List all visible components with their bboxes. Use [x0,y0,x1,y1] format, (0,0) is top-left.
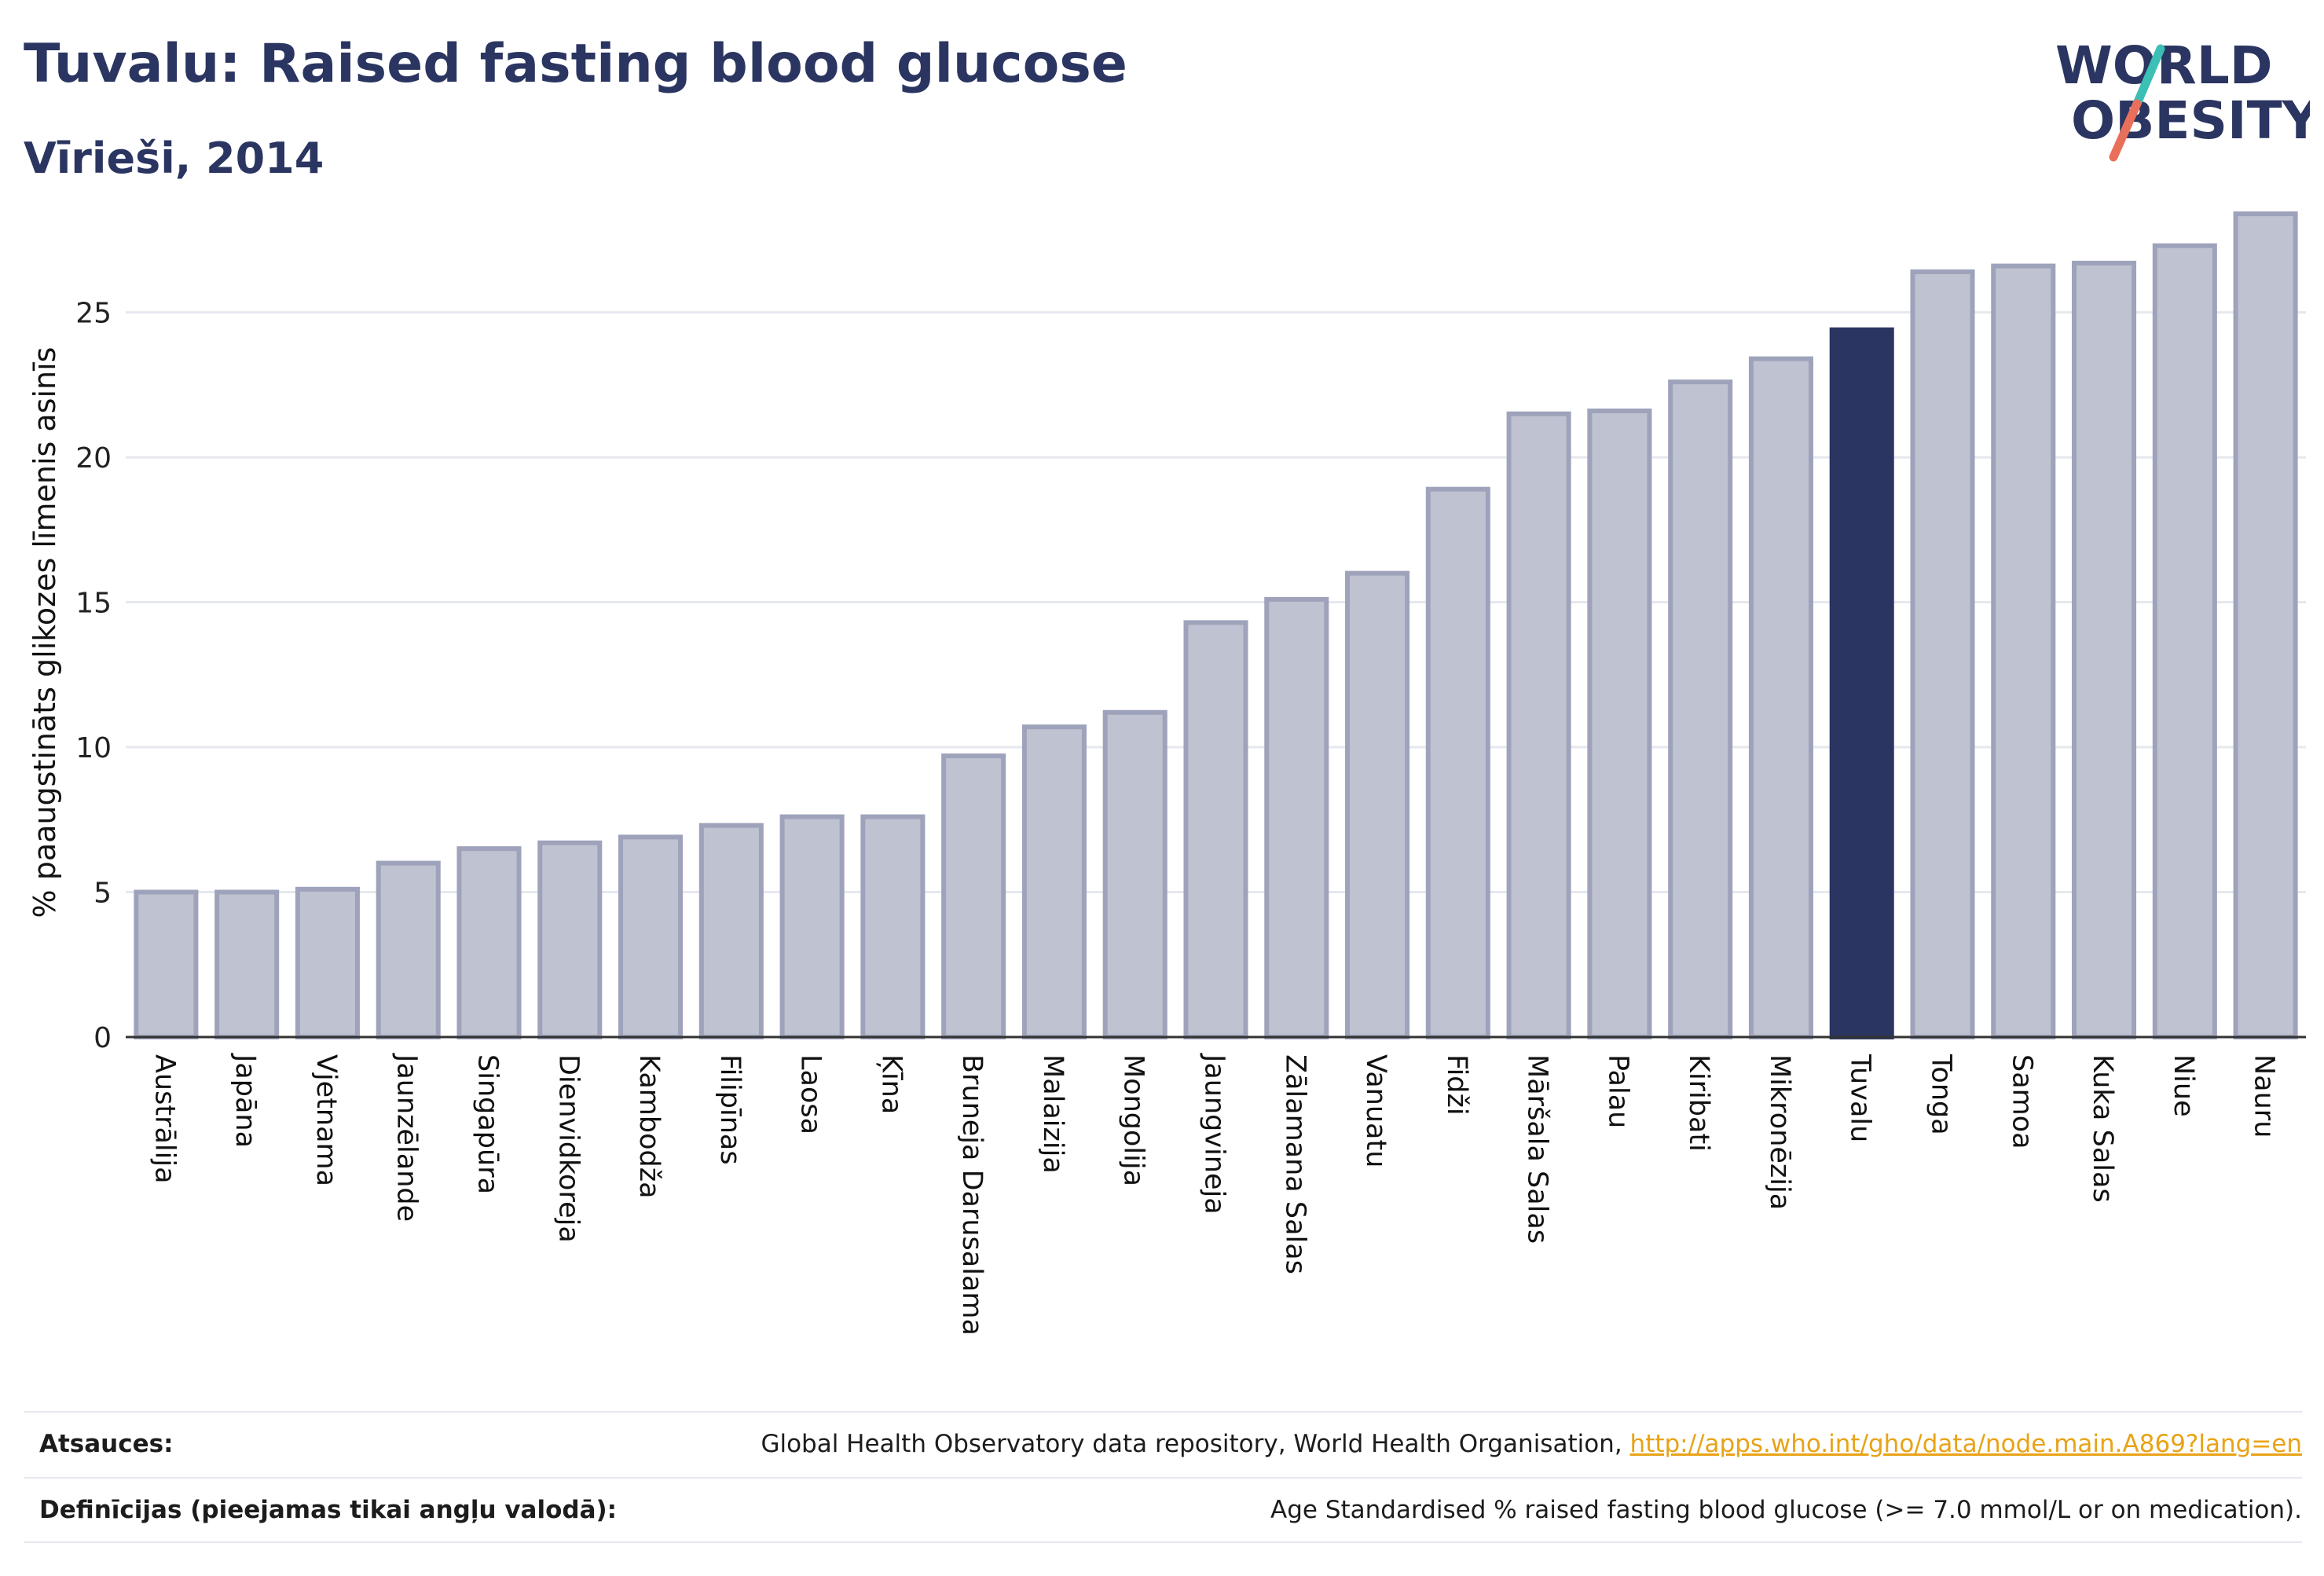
bar-16 [1425,486,1490,1039]
footer-divider-top [24,1411,2302,1413]
sources-text: Global Health Observatory data repositor… [761,1430,1630,1458]
bar-17 [1506,411,1571,1039]
bar-4 [456,846,522,1039]
x-tick-label-10: Bruneja Darusalama [956,1054,988,1336]
bar-9 [860,814,926,1039]
x-tick-label-25: Niue [2168,1054,2199,1117]
y-tick-label-0: 0 [93,1022,112,1054]
y-tick-label-2: 10 [75,732,112,764]
bar-25 [2152,243,2217,1040]
bar-10 [941,753,1006,1039]
bar-11 [1021,724,1087,1039]
x-tick-label-7: Filipīnas [714,1054,746,1165]
x-tick-label-4: Singapūra [472,1054,504,1194]
bar-20 [1748,356,1813,1040]
logo-line-1: WORLD [2055,35,2273,96]
x-tick-label-17: Māršala Salas [1522,1054,1553,1244]
footer-definitions-row: Definīcijas (pieejamas tikai angļu valod… [24,1496,2302,1530]
x-tick-label-6: Kambodža [633,1054,665,1199]
chart-title: Tuvalu: Raised fasting blood glucose [24,33,1127,95]
bar-13 [1183,620,1248,1039]
x-tick-labels: Austrālija Japāna Vjetnama Jaunzēlande Singa… [148,1053,2279,1336]
x-tick-label-9: Ķīna [875,1054,907,1114]
bar-8 [779,814,845,1039]
bar-18 [1587,409,1652,1039]
footer-divider-middle [24,1477,2302,1479]
x-tick-label-5: Dienvidkoreja [552,1054,584,1243]
x-tick-label-8: Laosa [795,1054,827,1134]
x-tick-label-2: Vjetnama [310,1054,342,1186]
bar-15 [1345,570,1410,1039]
bar-7 [698,823,764,1039]
x-tick-label-3: Jaunzēlande [391,1053,423,1222]
bars [134,211,2298,1040]
chart-subtitle: Vīrieši, 2014 [24,134,324,183]
x-tick-label-0: Austrālija [148,1054,180,1184]
sources-label: Atsauces: [39,1430,174,1458]
footer-sources-row: Atsauces: Global Health Observatory data… [24,1430,2302,1464]
x-tick-label-18: Palau [1602,1054,1633,1128]
bar-23 [1991,263,2056,1040]
bar-2 [295,886,360,1040]
x-tick-label-23: Samoa [2006,1054,2037,1149]
logo-slash-teal [2132,44,2165,108]
x-tick-label-24: Kuka Salas [2087,1054,2118,1203]
definitions-label: Definīcijas (pieejamas tikai angļu valod… [39,1496,618,1524]
bar-21 [1829,327,1894,1040]
x-tick-label-1: Japāna [229,1053,261,1148]
y-tick-label-5: 25 [75,298,112,330]
x-tick-label-12: Mongolija [1118,1054,1149,1186]
y-tick-label-3: 15 [75,588,112,620]
sources-link[interactable]: http://apps.who.int/gho/data/node.main.A… [1629,1430,2302,1458]
definitions-value: Age Standardised % raised fasting blood … [1270,1496,2302,1524]
bar-24 [2072,260,2137,1039]
x-tick-label-11: Malaizija [1037,1054,1069,1174]
bar-chart: 0 5 10 15 20 25 Austrālija Japāna Vjetnama Jaunz… [27,211,2306,1336]
bar-12 [1102,709,1167,1039]
logo-slash-coral [2109,99,2142,162]
x-tick-label-13: Jaungvineja [1199,1053,1230,1215]
logo-line-2: OBESITY [2071,90,2310,151]
x-tick-label-22: Tonga [1926,1054,1957,1135]
x-tick-label-26: Nauru [2249,1054,2280,1138]
x-tick-label-16: Fidži [1441,1054,1472,1116]
x-tick-label-21: Tuvalu [1845,1054,1876,1142]
bar-26 [2233,211,2298,1039]
bar-3 [376,860,441,1040]
x-tick-label-19: Kiribati [1683,1054,1714,1152]
bar-1 [214,889,280,1039]
y-tick-labels: 0 5 10 15 20 25 [75,298,112,1054]
footer-divider-bottom [24,1541,2302,1543]
y-tick-label-4: 20 [75,442,112,475]
sources-value: Global Health Observatory data repositor… [761,1430,2302,1458]
bar-5 [537,840,603,1039]
y-axis-label: % paaugstināts glikozes līmenis asinīs [27,347,62,918]
x-tick-label-14: Zālamana Salas [1279,1054,1310,1274]
x-tick-label-15: Vanuatu [1360,1054,1391,1167]
bar-6 [618,834,684,1040]
bar-14 [1264,596,1329,1039]
bar-19 [1668,379,1733,1039]
x-tick-label-20: Mikronēzija [1764,1054,1795,1210]
y-tick-label-1: 5 [93,878,112,910]
bar-22 [1910,269,1975,1039]
world-obesity-logo: WORLD OBESITY [2055,35,2310,162]
bar-0 [134,889,199,1039]
